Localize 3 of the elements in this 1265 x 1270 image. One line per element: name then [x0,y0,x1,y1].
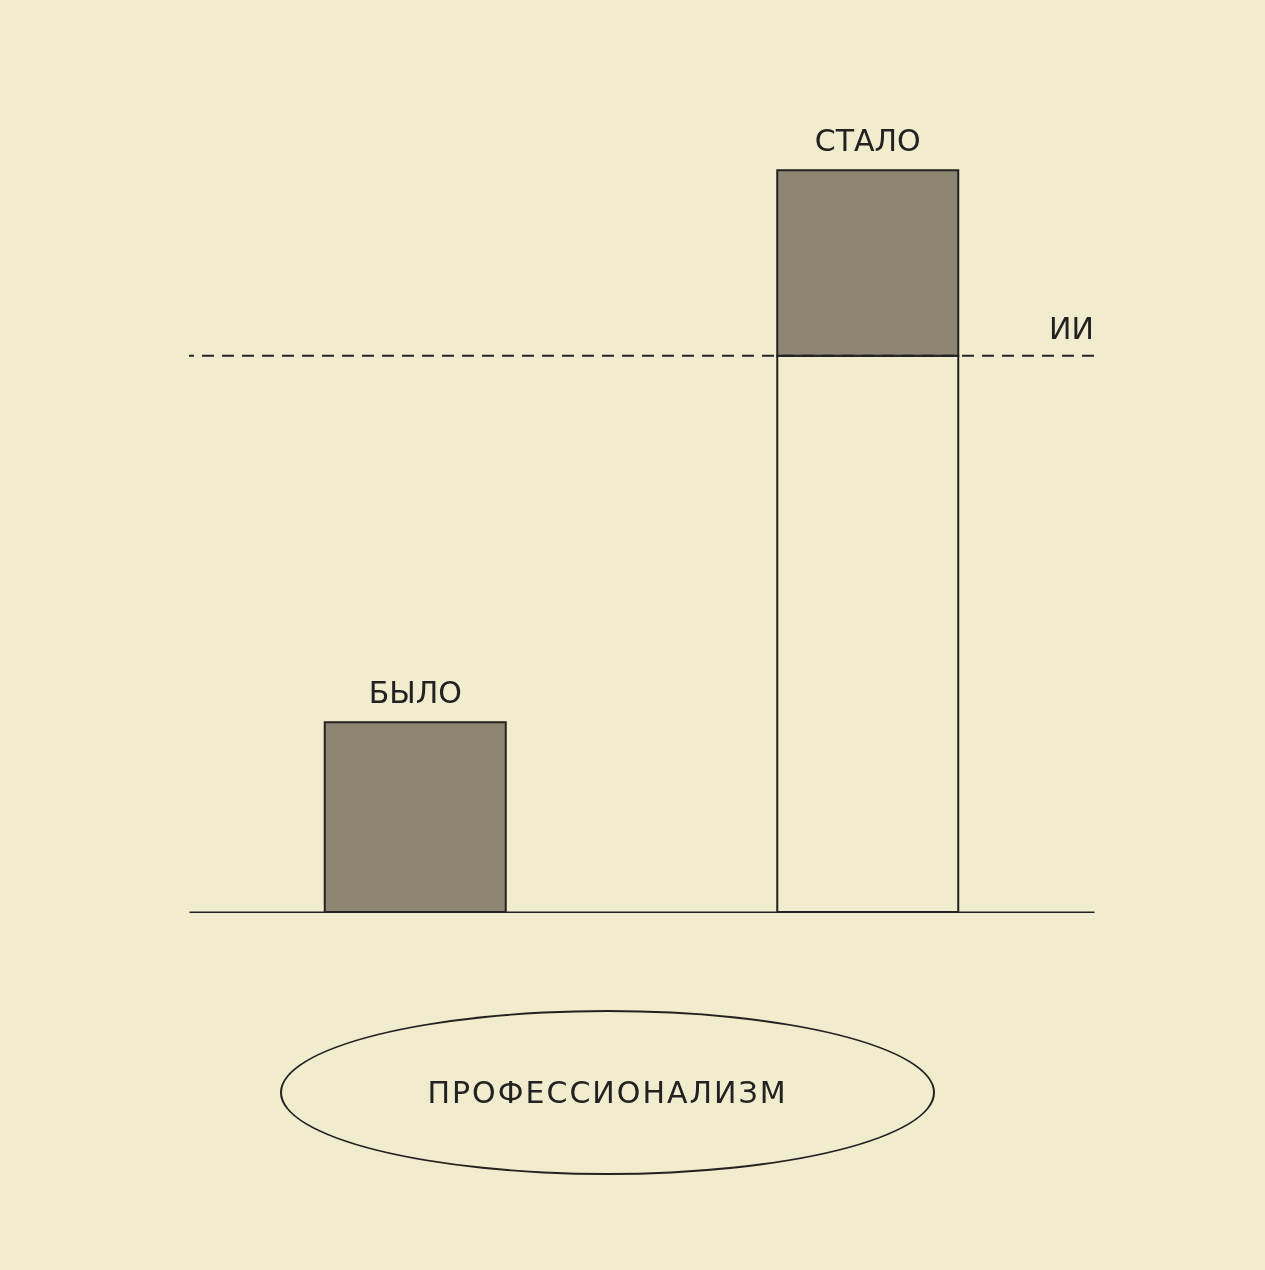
x-tick-label: СТАЛО [814,123,921,159]
ref-line-label: ИИ [1049,310,1094,346]
x-tick-label: БЫЛО [368,675,462,711]
